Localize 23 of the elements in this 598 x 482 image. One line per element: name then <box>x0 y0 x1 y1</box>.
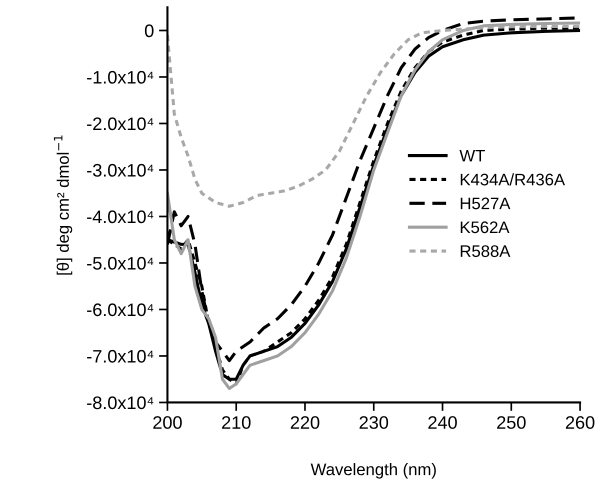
y-axis-title: [θ] deg cm² dmol$^{−1}$ <box>54 135 72 275</box>
y-tick-label: -5.0x10⁴ <box>87 256 154 270</box>
legend-label: WT <box>460 150 485 162</box>
y-tick-label: -8.0x10⁴ <box>87 396 154 410</box>
x-tick-label: 260 <box>566 416 594 429</box>
x-tick-label: 250 <box>497 416 526 429</box>
y-tick-label: -3.0x10⁴ <box>87 164 154 177</box>
y-tick-label: 0 <box>144 24 154 38</box>
x-tick-label: 240 <box>428 416 457 429</box>
y-tick-label: -6.0x10⁴ <box>87 303 154 316</box>
x-tick-label: 220 <box>290 416 320 429</box>
legend-label: H527A <box>460 198 510 210</box>
x-tick-label: 210 <box>222 416 251 429</box>
x-tick-label: 200 <box>153 416 182 429</box>
x-tick-label: 230 <box>360 416 388 429</box>
legend-label: K562A <box>460 221 510 234</box>
x-axis-title: Wavelength (nm) <box>310 463 436 479</box>
y-tick-label: -2.0x10⁴ <box>87 117 154 130</box>
y-tick-label: -1.0x10⁴ <box>87 70 154 84</box>
y-tick-label: -7.0x10⁴ <box>87 350 154 363</box>
y-tick-label: -4.0x10⁴ <box>87 210 154 224</box>
legend-label: K434A/R436A <box>460 173 566 186</box>
legend-label: R588A <box>460 245 510 258</box>
